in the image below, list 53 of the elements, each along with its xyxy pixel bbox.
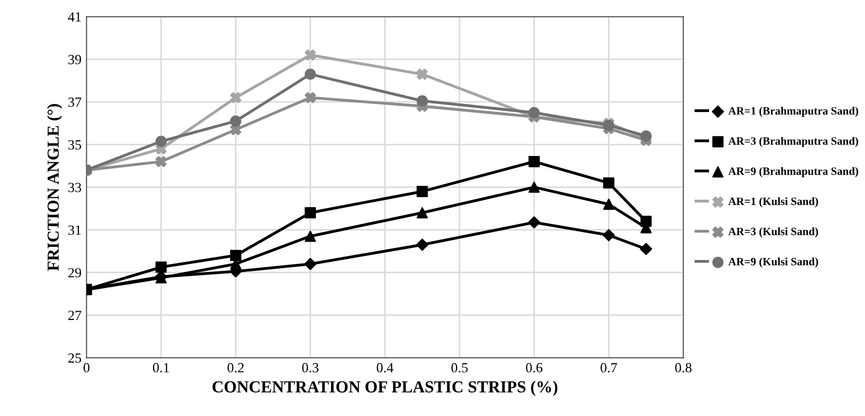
legend-label: AR=9 (Brahmaputra Sand) bbox=[728, 167, 858, 178]
point bbox=[528, 156, 540, 168]
y-tick-label: 41 bbox=[68, 12, 81, 22]
point bbox=[304, 230, 316, 242]
point bbox=[304, 207, 316, 218]
point bbox=[304, 92, 316, 104]
point bbox=[528, 216, 540, 228]
point bbox=[602, 229, 615, 242]
x-tick-label: 0.8 bbox=[675, 363, 692, 372]
point bbox=[304, 258, 316, 270]
y-tick-label: 39 bbox=[68, 54, 82, 64]
x-tick-label: 0.4 bbox=[376, 363, 394, 372]
point bbox=[230, 92, 242, 104]
x-tick-label: 0.3 bbox=[302, 363, 318, 372]
point bbox=[603, 198, 614, 210]
point bbox=[230, 250, 242, 262]
y-tick-label: 37 bbox=[68, 98, 82, 107]
y-tick-label: 25 bbox=[68, 353, 82, 363]
y-axis-title: FRICTION ANGLE (°) bbox=[47, 104, 62, 271]
point bbox=[304, 68, 316, 80]
x-tick-label: 0 bbox=[84, 363, 90, 372]
point bbox=[230, 124, 242, 136]
legend-label: AR=3 (Brahmaputra Sand) bbox=[728, 136, 858, 148]
point bbox=[156, 156, 167, 168]
point bbox=[640, 242, 652, 256]
point bbox=[416, 95, 428, 106]
x-tick-label: 0.6 bbox=[526, 363, 542, 372]
point bbox=[416, 186, 428, 198]
point bbox=[156, 262, 167, 273]
y-tick-label: 27 bbox=[68, 310, 82, 320]
x-tick-label: 0.2 bbox=[228, 363, 244, 372]
x-tick-label: 0.7 bbox=[600, 363, 618, 372]
point bbox=[416, 68, 428, 80]
point bbox=[304, 49, 316, 61]
point bbox=[156, 136, 167, 147]
point bbox=[603, 177, 614, 189]
legend-label: AR=1 (Brahmaputra Sand) bbox=[728, 106, 858, 117]
x-tick-label: 0.1 bbox=[152, 363, 169, 372]
legend-label: AR=1 (Kulsi Sand) bbox=[728, 197, 818, 208]
y-tick-label: 33 bbox=[68, 182, 82, 192]
point bbox=[230, 116, 242, 127]
point bbox=[416, 207, 428, 218]
legend-label: AR=3 (Kulsi Sand) bbox=[728, 227, 818, 238]
point bbox=[528, 106, 540, 118]
y-tick-label: 35 bbox=[68, 140, 82, 150]
x-axis-title: CONCENTRATION OF PLASTIC STRIPS (%) bbox=[212, 380, 558, 396]
point bbox=[640, 130, 652, 142]
point bbox=[528, 182, 540, 193]
point bbox=[416, 238, 428, 251]
y-tick-label: 29 bbox=[68, 268, 82, 278]
x-tick-label: 0.5 bbox=[451, 363, 468, 372]
legend-label: AR=9 (Kulsi Sand) bbox=[728, 258, 818, 268]
y-tick-label: 31 bbox=[68, 225, 81, 235]
